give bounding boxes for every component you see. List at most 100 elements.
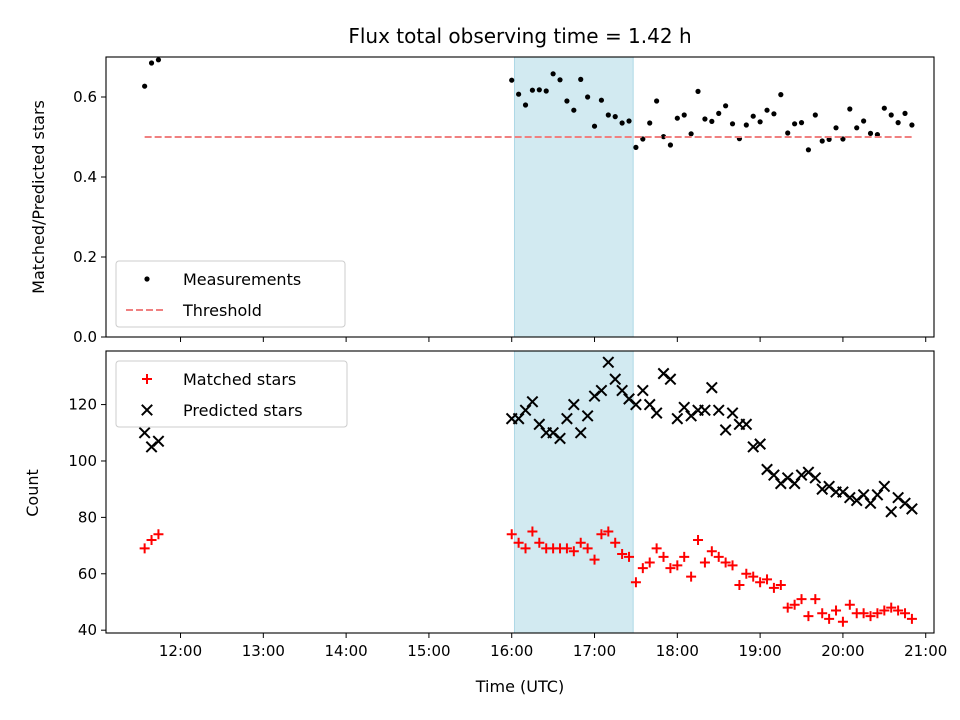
data-point (844, 599, 855, 610)
data-point (785, 130, 791, 136)
y-tick-label: 0.2 (73, 248, 97, 266)
data-point (650, 407, 663, 419)
data-point (589, 554, 600, 565)
data-point (778, 92, 784, 98)
data-point (867, 130, 874, 136)
y-tick-label: 0.0 (73, 328, 97, 346)
data-point (705, 381, 718, 394)
data-point (702, 116, 708, 122)
data-point (671, 412, 684, 425)
data-point (605, 112, 611, 118)
data-point (567, 398, 580, 411)
data-point (591, 123, 598, 129)
data-point (626, 118, 632, 124)
legend-box (115, 360, 348, 428)
data-point (729, 121, 736, 127)
data-point (543, 88, 549, 94)
data-point (609, 373, 622, 386)
data-point (582, 543, 593, 554)
x-tick-label: 15:00 (407, 642, 450, 660)
data-point (741, 568, 752, 579)
data-point (554, 432, 566, 445)
data-point (795, 469, 808, 481)
data-point (633, 144, 639, 150)
data-point (817, 608, 828, 619)
data-point (630, 398, 642, 411)
data-point (152, 435, 165, 448)
legend-label: Threshold (182, 301, 262, 320)
legend-label: Matched stars (183, 370, 296, 389)
data-point (522, 102, 529, 108)
data-point (720, 557, 731, 568)
x-axis-title: Time (UTC) (475, 677, 564, 696)
y-tick-label: 80 (78, 508, 97, 526)
legend-box (115, 260, 346, 328)
data-point (561, 543, 572, 554)
data-point (148, 60, 155, 66)
data-point (809, 471, 822, 484)
data-point (819, 138, 825, 144)
data-point (743, 122, 749, 128)
data-point (864, 497, 877, 510)
data-point (906, 503, 918, 515)
data-point (142, 83, 148, 89)
data-point (688, 131, 694, 137)
matched-starsseries (139, 526, 917, 627)
data-point (516, 91, 522, 97)
data-point (902, 110, 908, 116)
data-point (643, 398, 656, 411)
x-tick-label: 17:00 (573, 642, 616, 660)
data-point (575, 537, 586, 548)
data-point (637, 563, 648, 574)
data-point (550, 71, 556, 77)
data-point (888, 112, 894, 118)
data-point (686, 571, 697, 582)
data-point (138, 426, 151, 439)
data-point (750, 113, 756, 119)
data-point (712, 404, 725, 417)
data-point (826, 136, 832, 142)
data-point (146, 534, 157, 545)
data-point (679, 551, 690, 562)
data-point (895, 120, 901, 126)
data-point (509, 77, 515, 83)
data-point (681, 112, 687, 118)
data-point (796, 594, 807, 605)
data-point (824, 613, 835, 624)
data-point (768, 469, 780, 481)
data-point (619, 120, 625, 126)
data-point (617, 549, 628, 560)
data-point (557, 77, 563, 83)
y-tick-label: 60 (78, 565, 97, 583)
data-point (574, 426, 587, 439)
data-point (596, 529, 607, 540)
legend: Measurements Threshold (115, 260, 346, 328)
data-point (674, 115, 680, 121)
data-point (909, 122, 915, 128)
data-point (847, 106, 853, 112)
data-point (706, 546, 717, 557)
data-point (831, 605, 842, 616)
data-point (654, 98, 660, 104)
y-tick-label: 0.4 (73, 168, 97, 186)
predicted-starsseries (138, 356, 918, 518)
data-point (678, 401, 691, 414)
data-point (857, 488, 870, 501)
data-point (747, 440, 760, 453)
data-point (748, 571, 759, 582)
data-point (803, 611, 814, 622)
data-point (879, 605, 890, 616)
data-point (775, 580, 786, 591)
chart-title: Flux total observing time = 1.42 h (348, 24, 691, 48)
legend-swatch (142, 374, 152, 384)
data-point (782, 602, 793, 613)
data-point (665, 563, 676, 574)
data-point (578, 76, 584, 82)
data-point (872, 608, 883, 619)
data-point (658, 551, 669, 562)
data-point (788, 477, 801, 490)
data-point (768, 582, 779, 593)
ratio-panel: 0.0 0.2 0.4 0.6 Measurements Threshold (73, 56, 935, 346)
data-point (153, 529, 164, 540)
data-point (155, 57, 162, 63)
